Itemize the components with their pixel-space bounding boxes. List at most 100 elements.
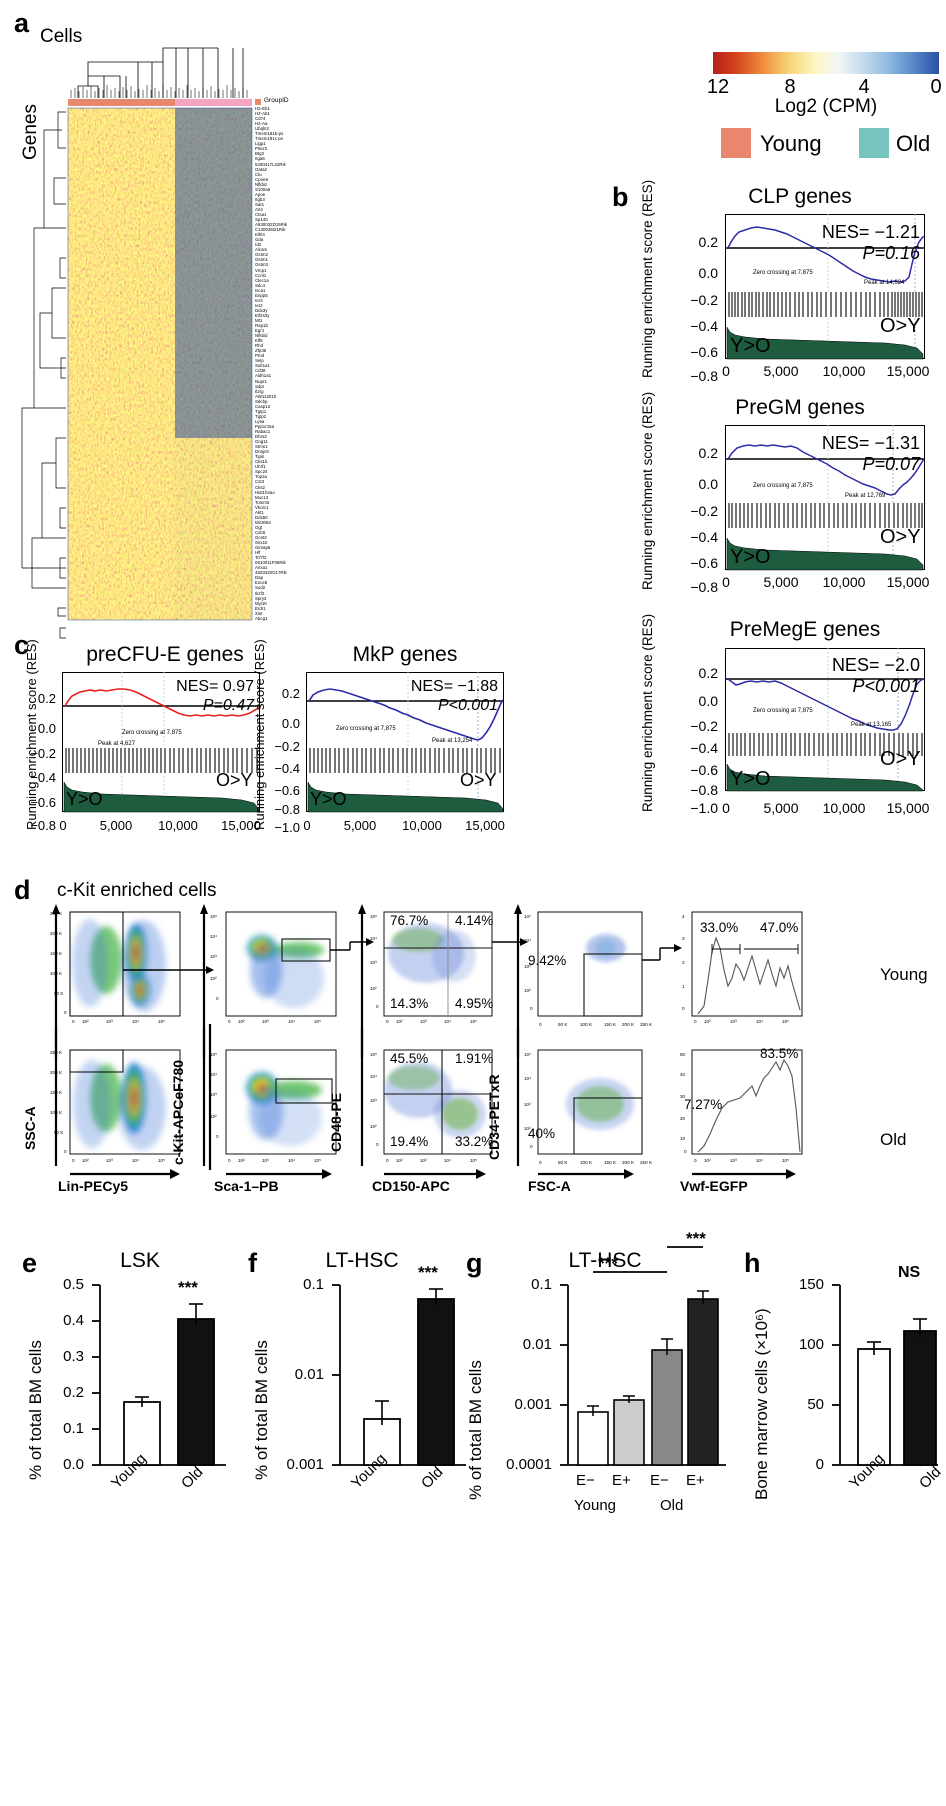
gene-label: Ubqln2 [255,126,269,132]
svg-text:0: 0 [216,996,219,1001]
svg-text:10³: 10³ [370,960,377,965]
young-cd48-q3: 14.3% [390,996,429,1011]
svg-text:10⁴: 10⁴ [210,934,217,939]
mkp-ytick-1: 0.0 [281,716,300,731]
group-id-label: GroupID [264,97,289,104]
svg-text:10²: 10² [370,1124,377,1129]
gene-label: Cdc6 [255,529,266,535]
svg-text:0: 0 [64,1010,67,1015]
flow-axis-y-ckit: c-Kit-APCeF780 [170,1059,186,1165]
gene-label: Cks1b [255,459,268,465]
mkp-xtick-3: 15,000 [465,818,505,833]
clp-ytick-3: −0.4 [690,318,718,334]
premege-xtick-3: 15,000 [886,800,930,816]
svg-text:10²: 10² [396,1019,403,1024]
gene-label: 0610011F06Rik [255,560,286,566]
gene-label: Ogt [255,524,263,530]
young-vwf-neg: 33.0% [700,920,739,935]
svg-text:10³: 10³ [524,1102,531,1107]
pregm-xtick-3: 15,000 [886,574,930,590]
panel-e-ytick-2: 0.2 [63,1384,84,1401]
gene-label: Sp140 [255,217,268,223]
svg-text:20: 20 [680,1116,686,1121]
colorbar-tick-8: 8 [784,76,796,98]
group-id-swatch [255,99,261,105]
clp-xtick-0: 0 [722,363,730,379]
gene-label: Apoe [255,191,266,197]
gene-label: Abcg1 [255,615,268,621]
precfue-peak-text: Peak at 4,627 [98,741,136,747]
gene-label: Sdcbp [255,398,268,404]
precfue-ytick-0: 0.2 [37,691,56,706]
clp-ytick-4: −0.6 [690,344,718,360]
panel-e-ytick-3: 0.3 [63,1348,84,1365]
panel-g-ytick-3: 0.1 [531,1276,552,1293]
old-cd48-q4: 33.2% [455,1134,494,1149]
clp-gsea-curve: Zero crossing at 7,875 Peak at 14,624 [725,214,925,360]
precfue-rank-ticks [64,748,258,773]
panel-g-group-old: Old [660,1497,684,1514]
precfue-xtick-0: 0 [59,818,67,833]
premege-zero-crossing-text: Zero crossing at 7,875 [753,708,813,714]
gene-label: Gimap6 [255,545,271,551]
gene-label: Muc13 [255,494,269,500]
panel-d-title: c-Kit enriched cells [57,880,217,901]
panel-g-title: LT-HSC [568,1249,642,1272]
gene-label: Casp12 [255,403,271,409]
svg-text:0: 0 [72,1158,75,1163]
svg-text:0: 0 [376,1142,379,1147]
clp-ylabel: Running enrichment score (RES) [640,179,655,378]
premege-ytick-2: −0.2 [690,718,718,734]
svg-text:150 K: 150 K [604,1160,617,1165]
svg-text:10³: 10³ [262,1158,269,1163]
mkp-up-label: O>Y [460,770,497,790]
gene-label: Dnajc9 [255,449,269,455]
svg-text:10⁴: 10⁴ [210,1072,217,1077]
svg-text:0: 0 [64,1149,67,1154]
svg-text:10⁵: 10⁵ [782,1019,789,1024]
svg-text:10⁴: 10⁴ [444,1019,451,1024]
gene-label: Clec1a [255,277,269,283]
precfue-xtick-3: 15,000 [221,818,261,833]
panel-h-ytick-0: 0 [815,1456,824,1473]
flow-axis-y-cd48: CD48-PE [328,1092,344,1152]
premege-gsea-curve: Zero crossing at 7,875 Peak at 13,165 [725,648,925,792]
panel-g-bar-chart [560,1246,726,1466]
mkp-zero-crossing-text: Zero crossing at 7,875 [336,726,396,732]
svg-text:40: 40 [680,1072,686,1077]
gene-label: S100a6 [255,186,271,192]
gene-label: Ikzf2 [255,590,265,596]
panel-e-title: LSK [120,1249,160,1272]
pregm-ytick-1: 0.0 [698,476,718,492]
svg-text:10³: 10³ [210,954,217,959]
svg-text:10³: 10³ [210,1092,217,1097]
svg-text:10²: 10² [210,976,217,981]
premege-peak-text: Peak at 13,165 [851,722,892,728]
clp-down-label: Y>O [730,335,771,357]
gene-label: Ppp1r15a [255,423,275,429]
panel-f-ytick-0: 0.001 [286,1456,324,1473]
gene-label: Gata2 [255,166,267,172]
svg-text:3: 3 [682,936,685,941]
panel-a-cells-label: Cells [40,26,83,47]
mkp-title: MkP genes [352,643,458,666]
gene-label: H2-Aa [255,121,268,127]
svg-text:0: 0 [216,1134,219,1139]
premege-nes: NES= −2.0 [831,655,920,675]
flow-axis-y-ssca: SSC-A [22,1106,38,1150]
svg-text:0: 0 [72,1019,75,1024]
gene-label: Sdpr [255,383,265,389]
gene-label: Nupr1 [255,378,267,384]
gene-label: Ctsa1 [255,211,267,217]
gene-label: Sat1 [255,201,265,207]
pregm-xtick-0: 0 [722,574,730,590]
gene-label: AW112010 [255,393,277,399]
panel-g-cat-3: E+ [686,1472,705,1489]
gene-label: Uhrf1 [255,464,266,470]
expression-heatmap [67,107,253,621]
panel-e-ytick-1: 0.1 [63,1420,84,1437]
gene-label: Ier2 [255,302,263,308]
mkp-ytick-4: −0.6 [274,783,300,798]
column-dendrogram [77,47,244,98]
svg-text:10⁴: 10⁴ [370,936,377,941]
